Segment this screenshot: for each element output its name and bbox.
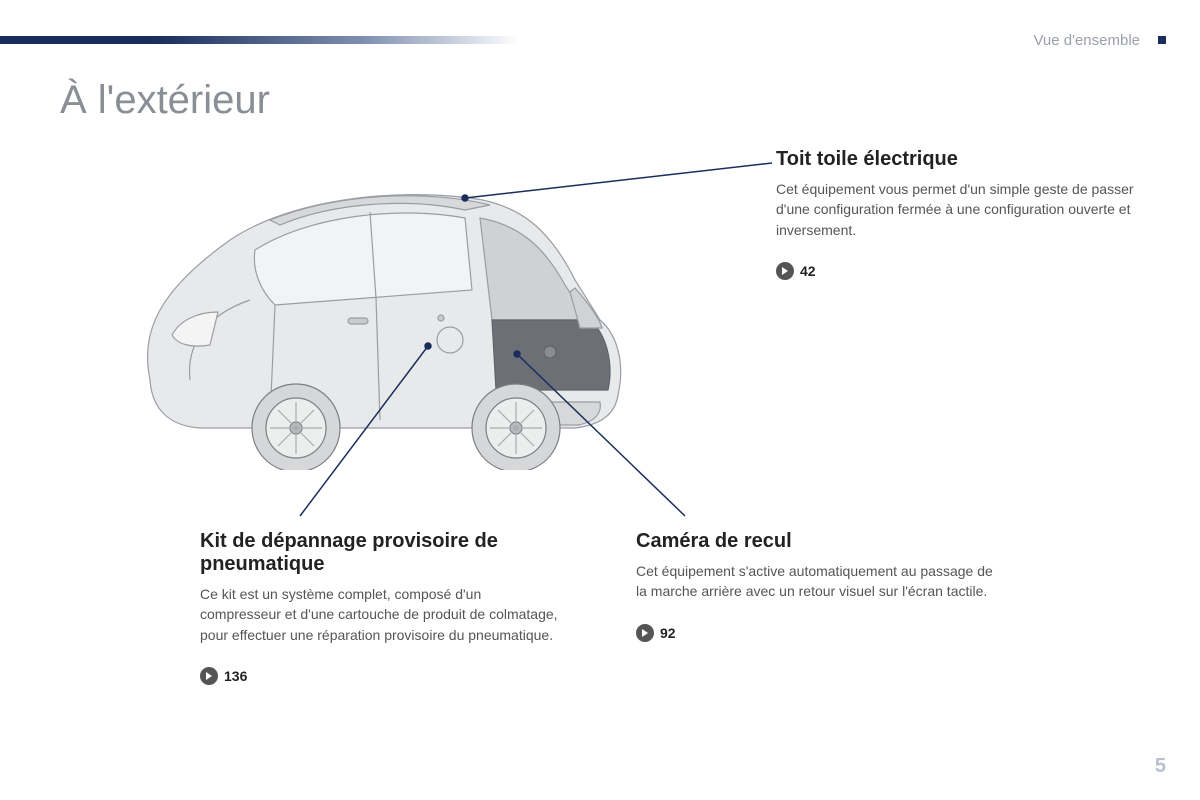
page-ref-roof: 42 [776, 262, 1136, 280]
car-illustration [120, 170, 640, 470]
page-ref-icon [636, 624, 654, 642]
page-number: 5 [1155, 755, 1166, 778]
page-ref-number: 136 [224, 668, 247, 684]
section-label: Vue d'ensemble [1033, 32, 1140, 49]
callout-roof: Toit toile électrique Cet équipement vou… [776, 148, 1136, 280]
page-ref-camera: 92 [636, 624, 996, 642]
section-marker [1158, 36, 1166, 44]
header-accent-bar [0, 36, 520, 44]
callout-roof-body: Cet équipement vous permet d'un simple g… [776, 179, 1136, 240]
callout-camera-heading: Caméra de recul [636, 530, 996, 553]
callout-kit-body: Ce kit est un système complet, composé d… [200, 584, 560, 645]
page-ref-icon [776, 262, 794, 280]
page-ref-number: 92 [660, 625, 676, 641]
callout-camera-body: Cet équipement s'active automatiquement … [636, 561, 996, 602]
callout-kit-heading: Kit de dépannage provisoire de pneumatiq… [200, 530, 560, 576]
callout-kit: Kit de dépannage provisoire de pneumatiq… [200, 530, 560, 685]
callout-camera: Caméra de recul Cet équipement s'active … [636, 530, 996, 642]
page-ref-kit: 136 [200, 667, 560, 685]
page-title: À l'extérieur [60, 78, 270, 123]
callout-roof-heading: Toit toile électrique [776, 148, 1136, 171]
page-ref-icon [200, 667, 218, 685]
page-ref-number: 42 [800, 263, 816, 279]
